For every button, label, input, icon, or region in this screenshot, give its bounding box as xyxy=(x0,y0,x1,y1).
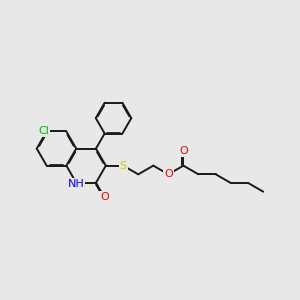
Text: O: O xyxy=(100,192,109,202)
Text: S: S xyxy=(120,160,127,171)
Text: NH: NH xyxy=(68,179,85,189)
Text: O: O xyxy=(164,169,173,179)
Text: Cl: Cl xyxy=(38,127,49,136)
Text: O: O xyxy=(179,146,188,156)
